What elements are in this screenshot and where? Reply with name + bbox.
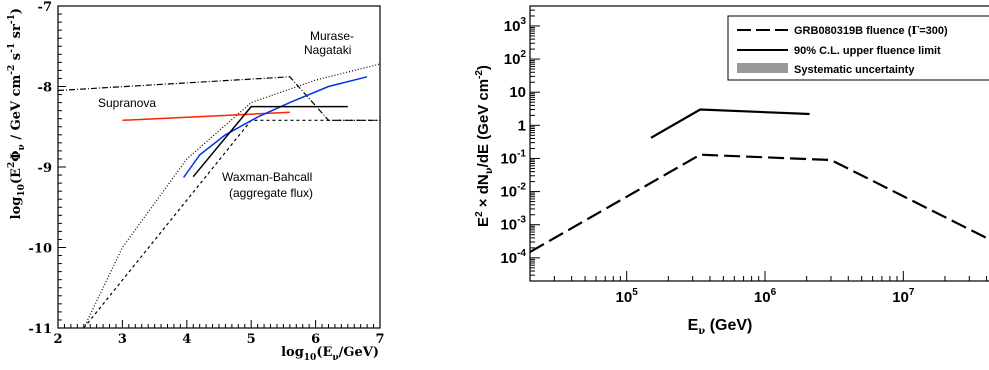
left-series-line-dashdot: [57, 76, 380, 121]
right-y-axis-label: E2 × dNν/dE (GeV cm-2): [474, 65, 495, 227]
annotation-waxman-line1: Waxman-Bahcall: [222, 170, 312, 184]
right-y-tick-label: 10-4: [500, 248, 526, 267]
left-series: [57, 63, 381, 329]
legend-entry-upper-limit: 90% C.L. upper fluence limit: [794, 45, 941, 57]
right-x-tick-label: 105: [616, 287, 639, 306]
annotation-murase-line1: Murase-: [310, 29, 354, 43]
right-x-tick-label: 107: [892, 287, 915, 306]
left-axis-ticks: 2 3 4 5 6 7 -11 -10 -9 -8 -7: [29, 0, 385, 347]
left-series-line-dotted: [83, 63, 381, 329]
left-x-tick-label: 4: [182, 332, 191, 347]
left-series-line-solid: [192, 105, 348, 178]
right-y-tick-label: 102: [504, 49, 527, 68]
right-y-tick-label: 1: [518, 117, 526, 134]
right-series-line-solid: [650, 108, 810, 139]
left-x-axis-label: log10(Eν/GeV): [281, 345, 379, 363]
left-x-tick-label: 2: [53, 332, 62, 347]
right-y-tick-label: 10-1: [500, 148, 526, 167]
left-x-tick-label: 7: [375, 332, 384, 347]
left-y-tick-label: -7: [38, 0, 52, 15]
annotation-waxman-line2: (aggregate flux): [229, 186, 313, 200]
right-y-tick-label: 10-3: [500, 215, 526, 234]
left-y-tick-label: -8: [38, 81, 52, 96]
right-y-tick-label: 103: [504, 16, 527, 35]
left-y-tick-label: -11: [29, 322, 53, 337]
right-series-line-dashed: [529, 153, 989, 253]
left-series-line-solid: [122, 111, 290, 122]
legend-systematic-swatch: [737, 63, 788, 73]
legend: GRB080319B fluence (Γ=300) 90% C.L. uppe…: [727, 15, 989, 81]
left-series-line-solid: [182, 76, 368, 178]
annotation-murase-line2: Nagataki: [304, 43, 351, 57]
left-y-axis-label: log10(E2Φν / GeV cm-2 s-1 sr-1): [7, 8, 27, 219]
left-chart: 2 3 4 5 6 7 -11 -10 -9 -8 -7 Murase- Nagataki Supr…: [7, 0, 385, 363]
left-y-tick-label: -9: [38, 161, 52, 176]
right-y-tick-label: 10: [509, 84, 526, 101]
right-x-axis-label: Eν (GeV): [688, 317, 753, 337]
right-y-tick-label: 10-2: [500, 182, 526, 201]
left-x-tick-label: 6: [311, 332, 320, 347]
annotation-supranova: Supranova: [98, 96, 156, 110]
legend-entry-fluence: GRB080319B fluence (Γ=300): [794, 24, 948, 37]
left-x-tick-label: 3: [118, 332, 127, 347]
right-x-tick-label: 106: [754, 287, 777, 306]
right-series: [529, 108, 989, 253]
left-series-line-dashed: [83, 119, 380, 329]
left-x-tick-label: 5: [247, 332, 256, 347]
legend-entry-systematic: Systematic uncertainty: [794, 64, 915, 76]
left-y-tick-label: -10: [29, 242, 53, 257]
